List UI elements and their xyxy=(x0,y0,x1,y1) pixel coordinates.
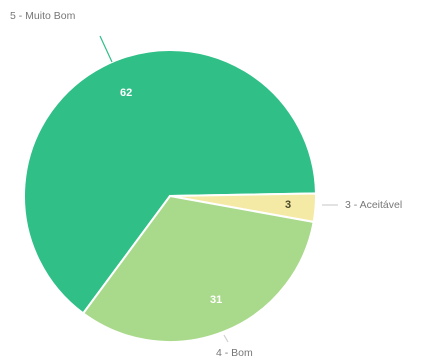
leader-line-muito-bom xyxy=(99,35,113,63)
pie-slice-bom xyxy=(81,194,315,343)
category-labels: 5 - Muito Bom 3 - Aceitável 4 - Bom xyxy=(10,10,402,359)
leader-lines xyxy=(99,35,338,343)
category-label-muito-bom: 5 - Muito Bom xyxy=(10,10,76,22)
value-label-muito-bom: 62 xyxy=(120,87,132,99)
value-label-aceitavel: 3 xyxy=(285,199,291,211)
category-label-aceitavel: 3 - Aceitável xyxy=(345,199,402,211)
pie-slices xyxy=(23,49,317,343)
category-label-bom: 4 - Bom xyxy=(216,347,253,359)
leader-line-bom xyxy=(223,334,229,343)
slice-value-labels: 62 3 31 xyxy=(120,87,291,306)
pie-slice-muito-bom xyxy=(23,49,317,315)
value-label-bom: 31 xyxy=(210,294,222,306)
